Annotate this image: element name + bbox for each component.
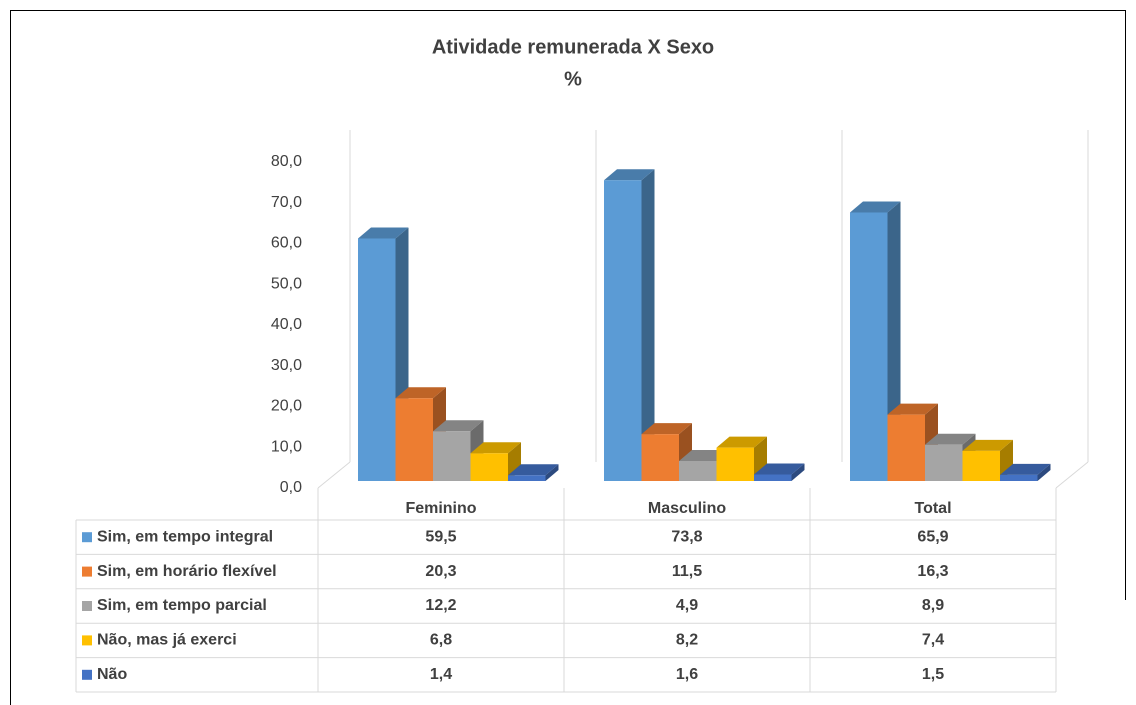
table-value: 4,9: [676, 597, 698, 614]
bar-front: [358, 238, 396, 481]
bar-front: [925, 444, 963, 481]
bar-top: [850, 201, 901, 213]
bar: [962, 439, 1013, 481]
bar: [508, 464, 559, 481]
bar-top: [395, 387, 446, 399]
category-label: Total: [914, 500, 951, 517]
bar-side: [545, 464, 559, 481]
bar-top: [508, 464, 559, 476]
category-label: Feminino: [405, 500, 476, 517]
table-value: 20,3: [425, 563, 456, 580]
bar: [604, 169, 655, 481]
table-value: 16,3: [917, 563, 948, 580]
bar-front: [1000, 474, 1038, 481]
legend-swatch: [82, 669, 92, 680]
bar-front: [716, 447, 754, 481]
bar-front: [754, 474, 792, 481]
table-value: 11,5: [672, 563, 702, 580]
bar-top: [470, 442, 521, 454]
y-tick-label: 80,0: [271, 153, 302, 170]
category-label: Masculino: [648, 500, 726, 517]
y-tick-label: 0,0: [280, 479, 302, 496]
legend-swatch: [82, 601, 92, 611]
legend-label: Não: [97, 666, 127, 683]
table-value: 7,4: [922, 632, 944, 649]
table-value: 1,4: [430, 666, 452, 683]
bar-side: [791, 463, 805, 481]
bar-top: [433, 420, 484, 432]
bar-front: [887, 414, 925, 481]
table-value: 73,8: [671, 528, 702, 545]
table-value: 8,2: [676, 632, 698, 649]
bar-top: [604, 169, 655, 181]
bar-top: [641, 423, 692, 435]
y-tick-label: 30,0: [271, 357, 302, 374]
table-value: 6,8: [430, 632, 452, 649]
bar-front: [850, 212, 888, 481]
y-tick-label: 50,0: [271, 275, 302, 292]
bar-front: [962, 450, 1000, 481]
bar-top: [358, 227, 409, 239]
bar-top: [925, 433, 976, 445]
y-tick-label: 40,0: [271, 316, 302, 333]
y-tick-label: 70,0: [271, 194, 302, 211]
bar-top: [887, 403, 938, 415]
bar-front: [679, 461, 717, 481]
bar-top: [1000, 463, 1051, 475]
bar-front: [604, 180, 642, 481]
bar-side: [1037, 463, 1051, 481]
chart-frame: [10, 10, 1126, 705]
bar: [716, 436, 767, 481]
y-tick-label: 10,0: [271, 438, 302, 455]
table-value: 1,5: [922, 666, 944, 683]
table-value: 1,6: [676, 666, 698, 683]
chart-title: Atividade remunerada X Sexo: [432, 36, 714, 58]
legend-swatch: [82, 532, 92, 543]
table-value: 65,9: [917, 528, 948, 545]
bar-side: [641, 169, 655, 481]
y-tick-label: 60,0: [271, 235, 302, 252]
bar-top: [754, 463, 805, 475]
table-value: 59,5: [425, 528, 456, 545]
bar: [470, 442, 521, 481]
bar-front: [395, 398, 433, 481]
bar-front: [470, 453, 508, 481]
y-tick-label: 20,0: [271, 398, 302, 415]
table-value: 8,9: [922, 597, 944, 614]
bar-top: [962, 439, 1013, 451]
bar-front: [433, 431, 471, 481]
legend-label: Sim, em horário flexível: [97, 563, 277, 580]
legend-label: Não, mas já exerci: [97, 632, 237, 649]
table-value: 12,2: [425, 597, 456, 614]
bar-front: [508, 475, 546, 481]
legend-swatch: [82, 635, 92, 646]
bar: [1000, 463, 1051, 481]
legend-swatch: [82, 566, 92, 577]
bar-front: [641, 434, 679, 481]
bar-top: [716, 436, 767, 448]
bar: [754, 463, 805, 481]
legend-label: Sim, em tempo integral: [97, 528, 273, 545]
legend-label: Sim, em tempo parcial: [97, 597, 267, 614]
chart-subtitle: %: [564, 68, 582, 90]
floor: [317, 461, 1089, 489]
